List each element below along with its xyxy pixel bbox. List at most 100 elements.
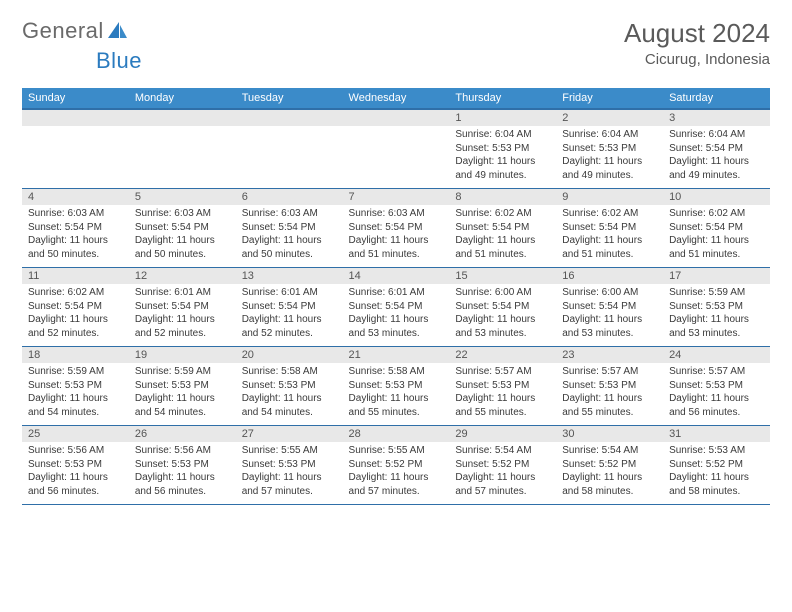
daylight-text: Daylight: 11 hours and 51 minutes.: [455, 234, 550, 261]
day-number: 2: [556, 110, 663, 126]
sunrise-text: Sunrise: 6:01 AM: [349, 286, 444, 300]
day-number: 14: [343, 268, 450, 284]
calendar-day-cell: 21Sunrise: 5:58 AMSunset: 5:53 PMDayligh…: [343, 347, 450, 426]
calendar-day-cell: 13Sunrise: 6:01 AMSunset: 5:54 PMDayligh…: [236, 268, 343, 347]
sunrise-text: Sunrise: 6:03 AM: [349, 207, 444, 221]
day-number: 21: [343, 347, 450, 363]
calendar-day-cell: 31Sunrise: 5:53 AMSunset: 5:52 PMDayligh…: [663, 426, 770, 505]
day-body: Sunrise: 6:02 AMSunset: 5:54 PMDaylight:…: [663, 205, 770, 267]
day-number: [343, 110, 450, 126]
daylight-text: Daylight: 11 hours and 57 minutes.: [242, 471, 337, 498]
calendar-day-cell: 27Sunrise: 5:55 AMSunset: 5:53 PMDayligh…: [236, 426, 343, 505]
day-body: Sunrise: 5:58 AMSunset: 5:53 PMDaylight:…: [236, 363, 343, 425]
day-number: [22, 110, 129, 126]
sunrise-text: Sunrise: 6:00 AM: [455, 286, 550, 300]
sunrise-text: Sunrise: 5:55 AM: [242, 444, 337, 458]
sunrise-text: Sunrise: 6:04 AM: [669, 128, 764, 142]
sunset-text: Sunset: 5:52 PM: [349, 458, 444, 472]
day-body: Sunrise: 6:04 AMSunset: 5:54 PMDaylight:…: [663, 126, 770, 188]
sunset-text: Sunset: 5:53 PM: [669, 379, 764, 393]
daylight-text: Daylight: 11 hours and 58 minutes.: [669, 471, 764, 498]
weekday-header: Sunday: [22, 88, 129, 109]
day-number: 4: [22, 189, 129, 205]
day-number: 28: [343, 426, 450, 442]
sunset-text: Sunset: 5:53 PM: [455, 142, 550, 156]
day-number: 1: [449, 110, 556, 126]
day-number: 24: [663, 347, 770, 363]
calendar-day-cell: [22, 109, 129, 189]
sunrise-text: Sunrise: 6:02 AM: [669, 207, 764, 221]
sunset-text: Sunset: 5:54 PM: [562, 221, 657, 235]
calendar-day-cell: 14Sunrise: 6:01 AMSunset: 5:54 PMDayligh…: [343, 268, 450, 347]
day-number: 18: [22, 347, 129, 363]
sunrise-text: Sunrise: 6:02 AM: [562, 207, 657, 221]
daylight-text: Daylight: 11 hours and 56 minutes.: [28, 471, 123, 498]
daylight-text: Daylight: 11 hours and 50 minutes.: [28, 234, 123, 261]
daylight-text: Daylight: 11 hours and 53 minutes.: [669, 313, 764, 340]
calendar-day-cell: 8Sunrise: 6:02 AMSunset: 5:54 PMDaylight…: [449, 189, 556, 268]
daylight-text: Daylight: 11 hours and 54 minutes.: [28, 392, 123, 419]
calendar-day-cell: 15Sunrise: 6:00 AMSunset: 5:54 PMDayligh…: [449, 268, 556, 347]
sunrise-text: Sunrise: 5:57 AM: [669, 365, 764, 379]
daylight-text: Daylight: 11 hours and 57 minutes.: [455, 471, 550, 498]
sunrise-text: Sunrise: 6:03 AM: [135, 207, 230, 221]
day-number: [236, 110, 343, 126]
sunset-text: Sunset: 5:53 PM: [242, 379, 337, 393]
sunset-text: Sunset: 5:53 PM: [28, 379, 123, 393]
day-body: Sunrise: 6:02 AMSunset: 5:54 PMDaylight:…: [449, 205, 556, 267]
calendar-day-cell: 1 Sunrise: 6:04 AMSunset: 5:53 PMDaylight…: [449, 109, 556, 189]
day-body: Sunrise: 5:54 AMSunset: 5:52 PMDaylight:…: [449, 442, 556, 504]
calendar-day-cell: 18Sunrise: 5:59 AMSunset: 5:53 PMDayligh…: [22, 347, 129, 426]
daylight-text: Daylight: 11 hours and 49 minutes.: [455, 155, 550, 182]
day-body: Sunrise: 6:03 AMSunset: 5:54 PMDaylight:…: [129, 205, 236, 267]
title-block: August 2024 Cicurug, Indonesia: [624, 18, 770, 68]
calendar-day-cell: 10Sunrise: 6:02 AMSunset: 5:54 PMDayligh…: [663, 189, 770, 268]
day-number: 10: [663, 189, 770, 205]
day-body: Sunrise: 6:01 AMSunset: 5:54 PMDaylight:…: [236, 284, 343, 346]
day-number: 27: [236, 426, 343, 442]
calendar-day-cell: 17Sunrise: 5:59 AMSunset: 5:53 PMDayligh…: [663, 268, 770, 347]
brand-word-1: General: [22, 18, 104, 44]
calendar-day-cell: 7Sunrise: 6:03 AMSunset: 5:54 PMDaylight…: [343, 189, 450, 268]
day-body: Sunrise: 5:55 AMSunset: 5:52 PMDaylight:…: [343, 442, 450, 504]
day-body: Sunrise: 6:01 AMSunset: 5:54 PMDaylight:…: [129, 284, 236, 346]
calendar-table: Sunday Monday Tuesday Wednesday Thursday…: [22, 88, 770, 505]
day-number: 13: [236, 268, 343, 284]
calendar-day-cell: 2Sunrise: 6:04 AMSunset: 5:53 PMDaylight…: [556, 109, 663, 189]
sunset-text: Sunset: 5:54 PM: [28, 221, 123, 235]
daylight-text: Daylight: 11 hours and 51 minutes.: [349, 234, 444, 261]
daylight-text: Daylight: 11 hours and 58 minutes.: [562, 471, 657, 498]
day-body: Sunrise: 6:02 AMSunset: 5:54 PMDaylight:…: [556, 205, 663, 267]
weekday-header: Wednesday: [343, 88, 450, 109]
day-body: Sunrise: 5:59 AMSunset: 5:53 PMDaylight:…: [129, 363, 236, 425]
daylight-text: Daylight: 11 hours and 57 minutes.: [349, 471, 444, 498]
sunrise-text: Sunrise: 6:04 AM: [455, 128, 550, 142]
sunrise-text: Sunrise: 5:59 AM: [135, 365, 230, 379]
day-number: 20: [236, 347, 343, 363]
day-body: Sunrise: 6:04 AMSunset: 5:53 PMDaylight:…: [556, 126, 663, 188]
sunset-text: Sunset: 5:52 PM: [669, 458, 764, 472]
daylight-text: Daylight: 11 hours and 54 minutes.: [135, 392, 230, 419]
day-body: Sunrise: 5:56 AMSunset: 5:53 PMDaylight:…: [22, 442, 129, 504]
day-number: 29: [449, 426, 556, 442]
daylight-text: Daylight: 11 hours and 51 minutes.: [669, 234, 764, 261]
calendar-day-cell: [129, 109, 236, 189]
day-number: 15: [449, 268, 556, 284]
calendar-week-row: 11Sunrise: 6:02 AMSunset: 5:54 PMDayligh…: [22, 268, 770, 347]
sunrise-text: Sunrise: 6:03 AM: [242, 207, 337, 221]
sail-icon: [108, 22, 128, 40]
daylight-text: Daylight: 11 hours and 53 minutes.: [562, 313, 657, 340]
sunrise-text: Sunrise: 5:56 AM: [135, 444, 230, 458]
day-body: Sunrise: 5:55 AMSunset: 5:53 PMDaylight:…: [236, 442, 343, 504]
sunset-text: Sunset: 5:53 PM: [135, 458, 230, 472]
sunrise-text: Sunrise: 6:02 AM: [455, 207, 550, 221]
sunrise-text: Sunrise: 5:54 AM: [562, 444, 657, 458]
sunrise-text: Sunrise: 5:57 AM: [455, 365, 550, 379]
sunrise-text: Sunrise: 6:04 AM: [562, 128, 657, 142]
day-number: 3: [663, 110, 770, 126]
sunset-text: Sunset: 5:54 PM: [455, 221, 550, 235]
day-body: [129, 126, 236, 182]
sunset-text: Sunset: 5:54 PM: [669, 142, 764, 156]
calendar-week-row: 25Sunrise: 5:56 AMSunset: 5:53 PMDayligh…: [22, 426, 770, 505]
day-number: 6: [236, 189, 343, 205]
